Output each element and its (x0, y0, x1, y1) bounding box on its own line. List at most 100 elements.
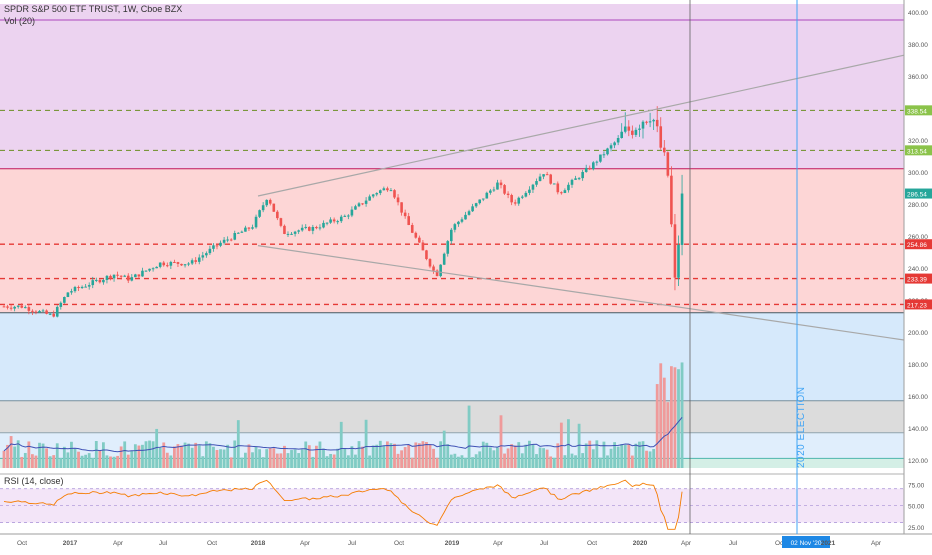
candle-body (545, 174, 549, 176)
candle-body (574, 178, 577, 180)
volume-bar (496, 447, 499, 468)
volume-bar (659, 363, 663, 468)
candle-body (371, 194, 375, 197)
candle-body (510, 195, 513, 203)
volume-bar (233, 440, 237, 468)
y-tick-label: 240.00 (908, 266, 928, 273)
candle-body (215, 245, 219, 247)
volume-bar (488, 447, 492, 468)
candle-body (478, 199, 481, 204)
volume-bar (595, 440, 599, 468)
election-annotation: 2020 ELECTION (796, 386, 807, 468)
candle-body (272, 203, 276, 212)
volume-bar (293, 449, 297, 468)
volume-bar (432, 448, 435, 468)
volume-bar (666, 402, 670, 468)
volume-bar (183, 442, 187, 468)
volume-bar (16, 440, 20, 468)
candle-body (130, 277, 134, 281)
candle-body (570, 179, 574, 185)
y-tick-label: 260.00 (908, 234, 928, 241)
candle-body (91, 280, 95, 286)
candle-body (240, 231, 244, 233)
candle-body (24, 307, 27, 309)
candle-body (531, 184, 535, 190)
volume-bar (446, 444, 450, 468)
volume-bar (244, 452, 247, 468)
candle-body (34, 311, 38, 313)
rsi-tick-label: 75.00 (908, 482, 925, 489)
candle-body (9, 307, 13, 309)
volume-bar (27, 441, 31, 468)
candle-body (16, 305, 20, 307)
lower-trendline[interactable] (257, 245, 905, 341)
candle-body (347, 215, 350, 217)
volume-bar (648, 451, 652, 468)
volume-bar (329, 453, 332, 468)
trend-lines[interactable] (257, 54, 905, 341)
volume-bar (453, 453, 457, 468)
volume-bar (361, 446, 364, 468)
volume-bar (506, 448, 510, 468)
price-label-box (905, 145, 932, 156)
volume-bar (574, 455, 577, 468)
candle-body (535, 181, 538, 185)
candle-body (48, 313, 52, 315)
volume-bar (208, 443, 212, 468)
volume-bar (346, 455, 350, 468)
candle-body (73, 287, 77, 292)
volume-bar (20, 456, 24, 468)
x-tick-label: Oct (587, 540, 597, 547)
candle-body (481, 198, 485, 200)
volume-bar (148, 440, 151, 468)
volume-bar (23, 452, 27, 468)
candle-body (219, 242, 222, 246)
price-candles (2, 106, 684, 318)
x-tick-label: Jul (729, 540, 738, 547)
candle-body (6, 306, 9, 308)
candle-body (173, 261, 176, 263)
candle-body (279, 218, 283, 226)
volume-bar (606, 455, 609, 468)
volume-bar (492, 450, 496, 468)
candle-body (119, 275, 123, 277)
y-tick-label: 320.00 (908, 138, 928, 145)
volume-bar (503, 453, 506, 468)
candle-body (286, 233, 290, 235)
price-label-box (905, 105, 932, 116)
volume-bar (300, 449, 304, 468)
upper-trendline[interactable] (257, 54, 905, 197)
candle-body (368, 196, 371, 201)
candle-body (169, 261, 173, 266)
candle-body (577, 178, 581, 180)
volume-bar (91, 457, 95, 468)
candle-body (162, 262, 166, 266)
candle-body (521, 196, 524, 198)
volume-bar (670, 366, 673, 468)
price-label-box (905, 299, 932, 310)
candle-body (77, 287, 80, 289)
candle-body (226, 239, 229, 241)
volume-bar (542, 448, 545, 468)
volume-bar (357, 441, 361, 468)
volume-bar (52, 455, 56, 468)
candle-body (663, 147, 666, 153)
rsi-pane (0, 473, 932, 530)
volume-bar (137, 445, 141, 468)
candle-body (549, 174, 552, 184)
volume-bar (197, 445, 201, 468)
volume-bar (389, 443, 393, 468)
candle-body (517, 197, 521, 204)
volume-bar (315, 445, 318, 468)
y-tick-label: 160.00 (908, 394, 928, 401)
candle-body (442, 253, 446, 265)
candle-body (354, 206, 357, 210)
volume-bar (425, 441, 428, 468)
candle-body (205, 253, 208, 256)
volume-bar (410, 457, 414, 468)
x-tick-label: Oct (775, 540, 785, 547)
volume-bar (485, 442, 489, 468)
volume-bar (70, 441, 73, 468)
